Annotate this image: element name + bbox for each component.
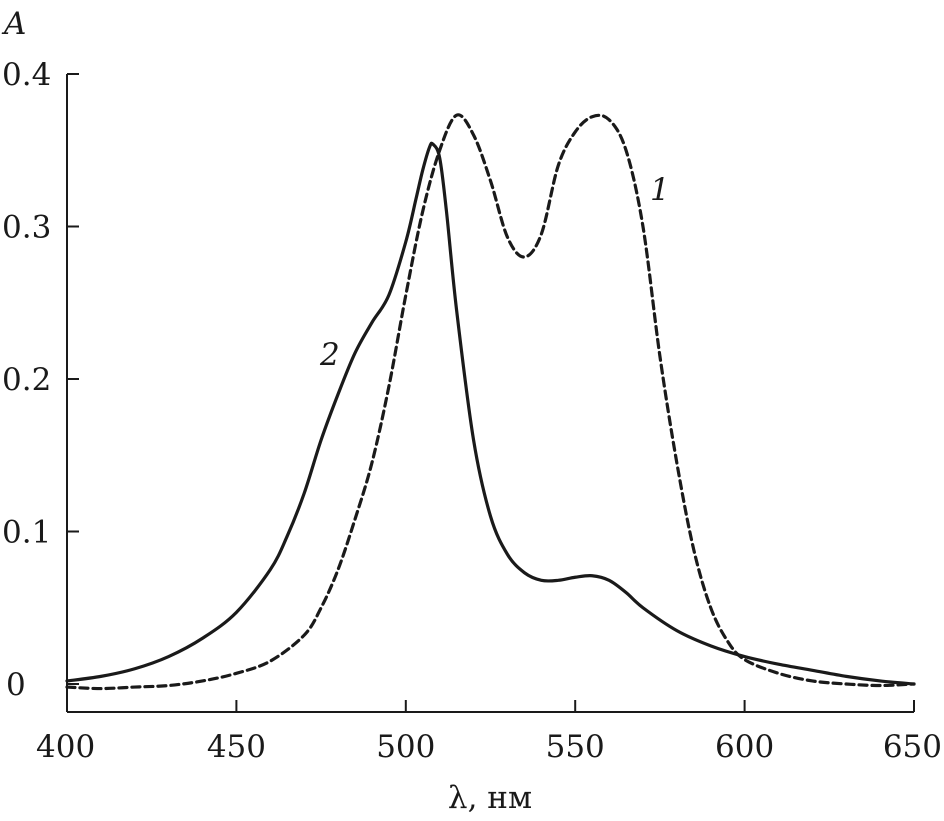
x-tick-label-600: 600 [715,729,774,765]
x-axis-title: λ, нм [448,780,532,816]
series-line-2 [65,141,916,686]
x-tick-label-400: 400 [36,729,95,765]
y-tick-label-0.4: 0.4 [2,57,51,93]
y-tick-label-0.2: 0.2 [2,362,51,398]
y-axis-title: A [1,6,26,42]
series-label-1: 1 [650,172,670,208]
curve-labels: 1 2 [319,172,670,373]
y-ticks: 0 0.1 0.2 0.3 0.4 [2,57,79,703]
x-tick-label-450: 450 [207,729,266,765]
y-tick-label-0.1: 0.1 [2,515,51,551]
series-label-2: 2 [319,337,340,373]
axes [66,74,914,713]
x-ticks: 400 450 500 550 600 650 [36,700,942,765]
y-tick-label-0: 0 [6,667,26,703]
series-line-1 [65,113,916,691]
x-tick-label-500: 500 [376,729,435,765]
x-tick-label-550: 550 [546,729,605,765]
series-layer [65,113,916,691]
x-tick-label-650: 650 [883,729,942,765]
y-tick-label-0.3: 0.3 [2,210,51,246]
